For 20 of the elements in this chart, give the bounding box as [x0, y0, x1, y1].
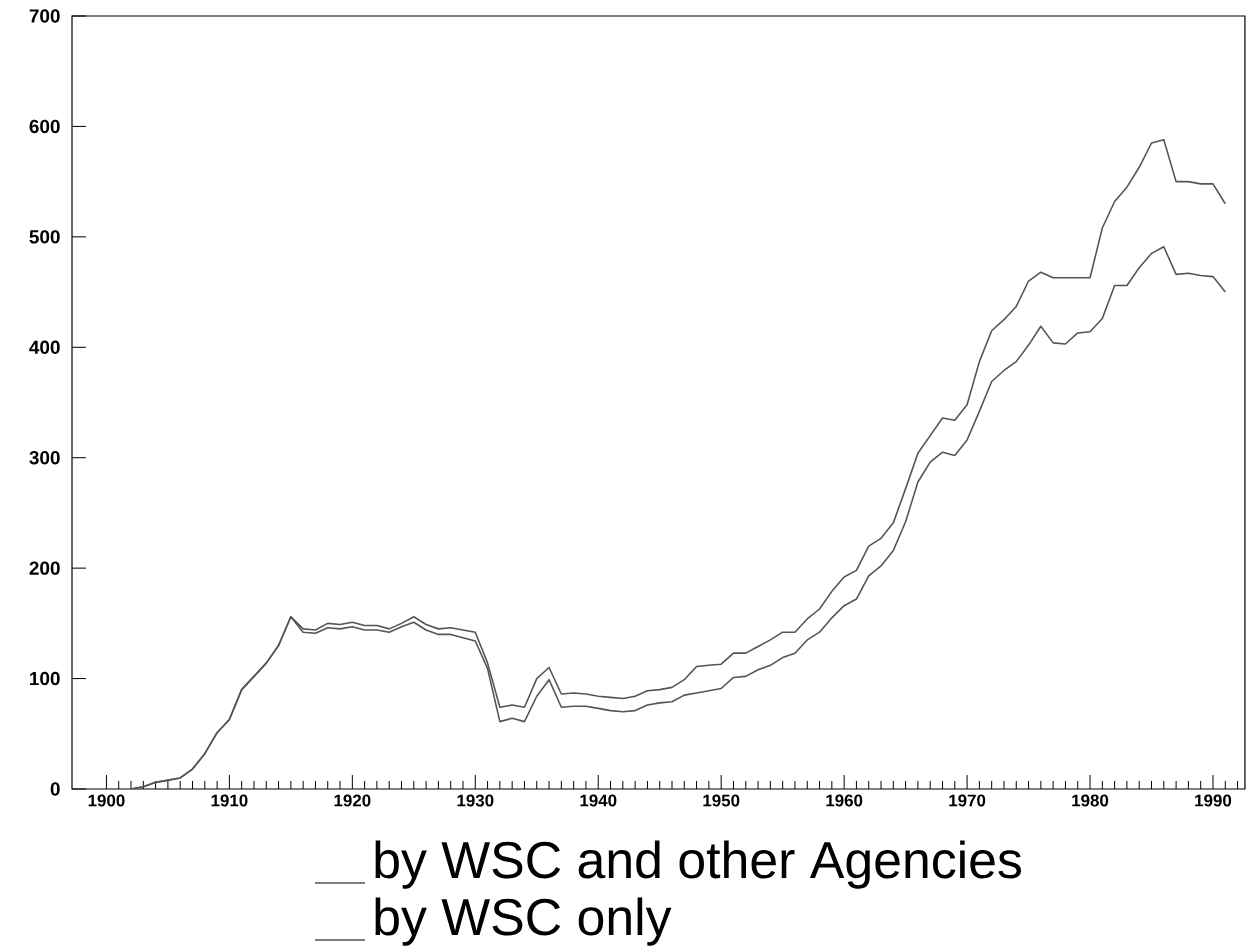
y-tick-label: 400: [29, 340, 60, 354]
legend-label: by WSC only: [375, 897, 672, 946]
x-tick-label: 1930: [457, 794, 494, 807]
y-tick-label: 0: [50, 782, 60, 796]
y-tick-label: 300: [29, 451, 60, 465]
x-tick-label: 1950: [703, 794, 740, 807]
x-tick-label: 1990: [1195, 794, 1232, 807]
x-tick-label: 1970: [949, 794, 986, 807]
x-tick-label: 1980: [1072, 794, 1109, 807]
x-tick-label: 1940: [580, 794, 617, 807]
x-tick-label: 1960: [826, 794, 863, 807]
y-tick-label: 600: [29, 119, 60, 134]
x-tick-label: 1910: [211, 794, 248, 807]
y-tick-label: 100: [30, 671, 60, 686]
legend-label: by WSC and other Agencies: [375, 840, 1022, 889]
y-tick-label: 200: [29, 561, 60, 575]
y-tick-label: 700: [29, 9, 60, 23]
x-tick-label: 1900: [88, 794, 125, 807]
y-tick-label: 500: [29, 230, 60, 244]
x-tick-label: 1920: [334, 794, 371, 807]
